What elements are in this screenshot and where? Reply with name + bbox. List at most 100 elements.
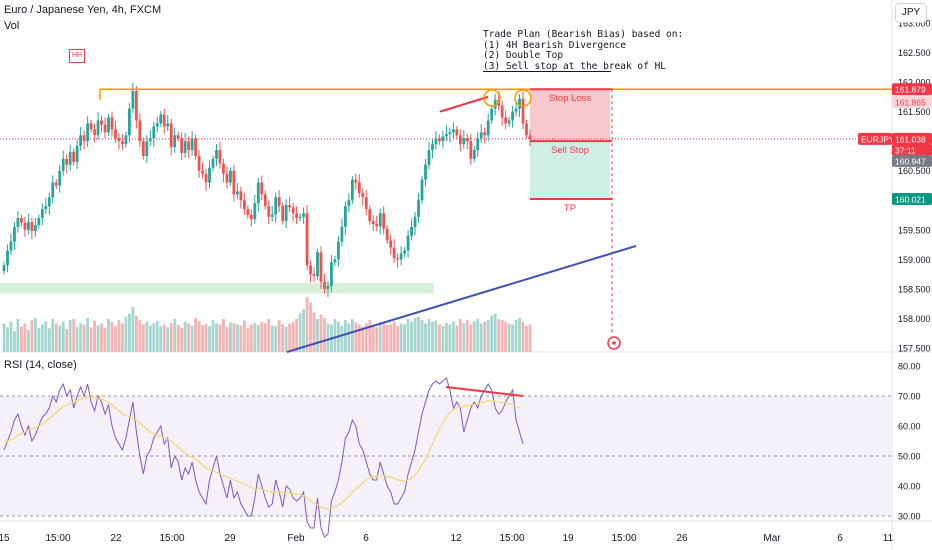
volume-bar	[246, 327, 250, 352]
price-label-box	[892, 132, 932, 145]
candle-body	[107, 117, 110, 133]
volume-bar	[260, 321, 264, 352]
volume-bar	[166, 327, 170, 352]
double-top-circle	[483, 89, 501, 107]
candle-body	[176, 135, 180, 139]
candle-body	[253, 203, 257, 220]
volume-bar	[229, 322, 232, 352]
candle-body	[451, 129, 455, 133]
volume-bar	[54, 323, 58, 352]
volume-bar	[253, 322, 257, 352]
candle-body	[155, 123, 159, 127]
candle-body	[354, 179, 358, 183]
volume-bar	[497, 319, 501, 352]
volume-bar	[406, 319, 410, 352]
volume-bar	[521, 321, 525, 352]
volume-bar	[263, 323, 267, 352]
candle-body	[162, 114, 166, 127]
time-marker-dot	[612, 341, 616, 345]
candle-body	[20, 218, 23, 223]
volume-bar	[511, 324, 514, 352]
volume-bar	[434, 320, 438, 352]
candle-body	[131, 90, 135, 109]
currency-button[interactable]: JPY	[895, 3, 927, 23]
candle-body	[75, 145, 79, 162]
price-tick-label: 163.000	[898, 19, 931, 29]
volume-bar	[44, 321, 48, 352]
candle-body	[330, 262, 333, 286]
time-tick-label: 15:00	[611, 533, 636, 544]
candle-body	[521, 98, 525, 124]
volume-bar	[155, 321, 159, 352]
candle-body	[270, 214, 274, 217]
symbol-title[interactable]: Euro / Japanese Yen, 4h, FXCM	[4, 4, 162, 16]
tp-label: TP	[564, 203, 576, 214]
volume-bar	[277, 320, 281, 352]
volume-bar	[486, 320, 490, 352]
volume-bar	[455, 325, 459, 352]
volume-bar	[33, 317, 37, 352]
candle-body	[103, 124, 107, 133]
candle-body	[410, 226, 413, 236]
candle-body	[166, 123, 170, 127]
price-label-text: 37:11	[895, 145, 916, 155]
volume-bar	[58, 325, 62, 352]
candle-body	[33, 225, 37, 231]
volume-bar	[114, 326, 117, 352]
candle-body	[44, 206, 48, 210]
rsi-tick-label: 80.00	[898, 362, 921, 372]
volume-bar	[187, 323, 191, 352]
volume-bar	[340, 325, 344, 352]
time-tick-label: 15	[0, 533, 10, 544]
volume-bar	[469, 324, 473, 352]
time-tick-label: 15:00	[499, 533, 524, 544]
trade-plan-line-4: (3) Sell stop at the break of HL	[483, 60, 667, 72]
trade-plan-line-2: (1) 4H Bearish Divergence	[483, 39, 626, 51]
volume-bar	[326, 323, 330, 352]
candle-body	[368, 209, 372, 221]
candle-body	[211, 158, 215, 168]
volume-bar	[357, 324, 361, 352]
candle-body	[326, 285, 330, 289]
volume-bar	[152, 323, 156, 352]
volume-bar	[476, 319, 480, 352]
candle-body	[37, 218, 41, 226]
price-label-box	[892, 154, 932, 167]
volume-bar	[197, 321, 201, 352]
price-tick-label: 160.500	[898, 166, 931, 176]
candle-body	[13, 226, 16, 242]
volume-bar	[117, 320, 121, 352]
rsi-label[interactable]: RSI (14, close)	[4, 359, 77, 371]
volume-bar	[298, 313, 302, 352]
candle-body	[504, 117, 508, 124]
volume-bar	[26, 330, 30, 352]
volume-bar	[441, 326, 445, 352]
rsi-line	[3, 377, 524, 538]
candle-body	[121, 141, 124, 145]
candle-body	[389, 240, 393, 248]
candle-body	[347, 200, 351, 207]
volume-bar	[235, 324, 239, 352]
volume-bar	[448, 324, 452, 352]
candle-body	[232, 170, 236, 195]
candle-body	[197, 155, 201, 171]
price-label-text: 161.879	[895, 85, 926, 95]
trade-zones	[0, 89, 610, 294]
price-tick-label: 159.500	[898, 225, 931, 235]
volume-bar	[194, 317, 197, 352]
candle-body	[469, 141, 473, 159]
candle-body	[79, 135, 83, 146]
volume-bar	[347, 323, 351, 352]
volume-bar	[507, 323, 511, 352]
candle-body	[483, 132, 487, 136]
drawing-overlays: Stop Loss Sell Stop TP	[0, 88, 892, 353]
volume-bar	[40, 324, 44, 352]
candle-body	[180, 138, 184, 153]
volume-bars	[2, 297, 532, 352]
time-tick-label: 15:00	[45, 533, 70, 544]
volume-bar	[256, 325, 260, 352]
volume-bar	[2, 323, 6, 352]
candle-body	[375, 223, 379, 227]
